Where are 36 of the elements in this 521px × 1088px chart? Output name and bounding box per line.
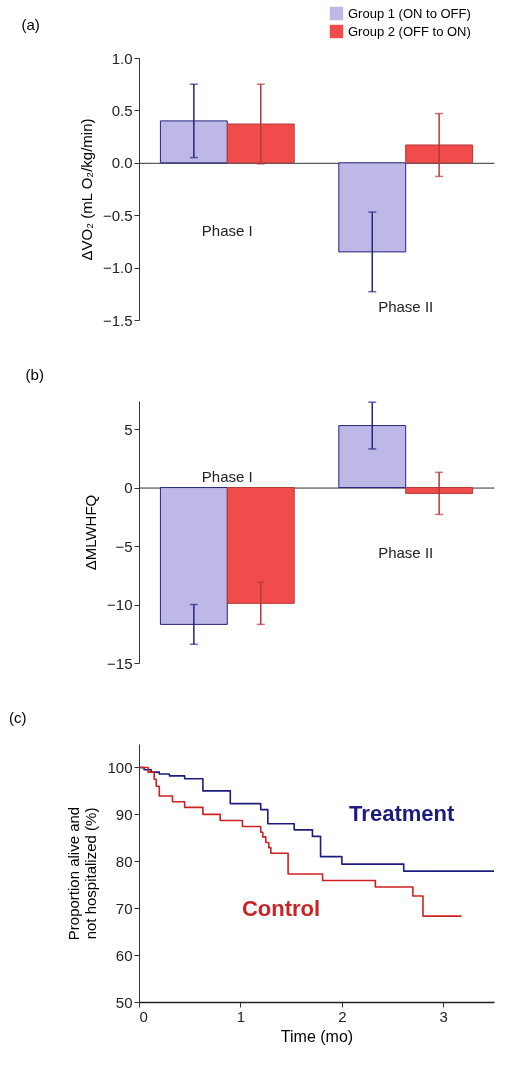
x-tick-label: Phase II bbox=[378, 543, 434, 561]
text: (c) bbox=[8, 709, 27, 726]
legend-label: Group 2 (OFF to ON) bbox=[348, 23, 471, 39]
y-tick-label: 0.5 bbox=[111, 101, 133, 119]
x-tick-label: 0 bbox=[139, 1007, 148, 1025]
y-tick-label: 70 bbox=[115, 899, 133, 917]
x-tick-label: Phase I bbox=[201, 221, 253, 239]
y-axis-title: ΔVO₂ (mL O₂/kg/min) bbox=[77, 118, 95, 261]
x-tick-label: 3 bbox=[439, 1007, 448, 1025]
y-tick-label: 50 bbox=[115, 993, 133, 1011]
x-axis-title: Time (mo) bbox=[280, 1027, 354, 1045]
x-tick-label: 2 bbox=[338, 1007, 347, 1025]
y-tick-label: 100 bbox=[107, 758, 133, 776]
y-tick-label: −1.0 bbox=[102, 259, 133, 277]
y-tick-label: 80 bbox=[115, 852, 133, 870]
y-tick-label: −5 bbox=[115, 537, 133, 555]
y-tick-label: −0.5 bbox=[102, 206, 133, 224]
chart-title: (b) bbox=[25, 366, 44, 383]
series-label: Control bbox=[241, 896, 321, 922]
x-tick-label: Phase II bbox=[378, 297, 434, 315]
y-tick-label: −15 bbox=[107, 654, 133, 672]
y-tick-label: 60 bbox=[115, 946, 133, 964]
y-tick-label: 5 bbox=[124, 420, 133, 438]
series-label: Treatment bbox=[349, 800, 455, 826]
y-axis-title: Proportion alive and not hospitalized (%) bbox=[65, 806, 100, 941]
y-axis-title: ΔMLWHFQ bbox=[82, 494, 100, 571]
x-tick-label: Phase I bbox=[201, 467, 253, 485]
y-tick-label: 0 bbox=[124, 479, 133, 497]
y-tick-label: 0.0 bbox=[111, 154, 133, 172]
y-tick-label: −1.5 bbox=[102, 311, 133, 329]
x-tick-label: 1 bbox=[236, 1007, 246, 1025]
y-tick-label: 90 bbox=[115, 805, 133, 823]
y-tick-label: −10 bbox=[107, 596, 133, 614]
chart-title: (a) bbox=[21, 16, 40, 33]
y-tick-label: 1.0 bbox=[111, 49, 133, 67]
legend-label: Group 1 (ON to OFF) bbox=[348, 5, 471, 21]
